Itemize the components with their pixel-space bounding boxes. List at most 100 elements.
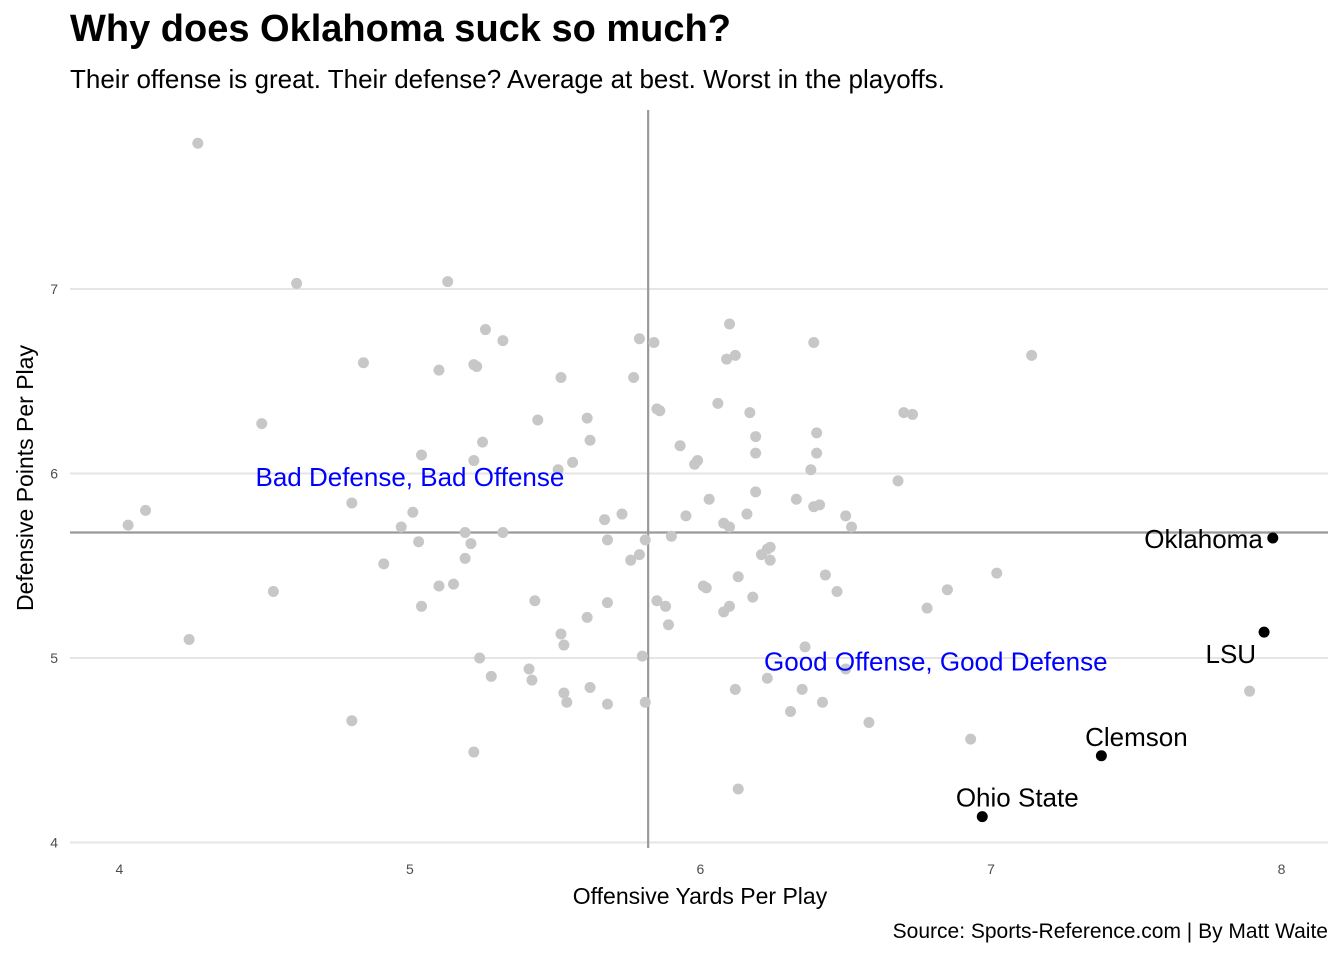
- data-point: [840, 510, 852, 522]
- data-point: [567, 456, 579, 468]
- data-point: [395, 521, 407, 533]
- data-point: [790, 493, 802, 505]
- data-point: [636, 650, 648, 662]
- data-point: [729, 349, 741, 361]
- x-axis-title: Offensive Yards Per Play: [573, 883, 828, 909]
- data-point: [639, 534, 651, 546]
- data-point: [413, 536, 425, 548]
- x-tick-label: 5: [406, 861, 414, 877]
- data-point: [819, 569, 831, 581]
- data-point: [523, 663, 535, 675]
- data-point: [721, 353, 733, 365]
- data-point: [811, 427, 823, 439]
- data-point: [616, 508, 628, 520]
- team-label-clemson: Clemson: [1085, 722, 1188, 752]
- y-tick-label: 5: [50, 650, 58, 666]
- data-point: [529, 595, 541, 607]
- data-point: [761, 672, 773, 684]
- data-point: [639, 696, 651, 708]
- data-point: [724, 318, 736, 330]
- data-point: [555, 372, 567, 384]
- data-point: [433, 580, 445, 592]
- data-point: [892, 475, 904, 487]
- data-point: [581, 611, 593, 623]
- data-point: [654, 405, 666, 417]
- data-point: [808, 336, 820, 348]
- data-point: [291, 277, 303, 289]
- data-point: [712, 397, 724, 409]
- highlight-point-lsu: [1258, 626, 1270, 638]
- data-point: [433, 364, 445, 376]
- data-point: [799, 641, 811, 653]
- data-point: [680, 510, 692, 522]
- mean-reference-lines: [70, 110, 1328, 848]
- data-point: [741, 508, 753, 520]
- data-point: [732, 783, 744, 795]
- data-point: [732, 571, 744, 583]
- chart-caption: Source: Sports-Reference.com | By Matt W…: [892, 920, 1328, 943]
- data-points: [122, 137, 1256, 795]
- data-point: [831, 586, 843, 598]
- data-point: [907, 408, 919, 420]
- data-point: [471, 360, 483, 372]
- data-point: [459, 527, 471, 539]
- data-point: [474, 652, 486, 664]
- data-point: [811, 447, 823, 459]
- data-point: [497, 335, 509, 347]
- x-tick-label: 4: [115, 861, 123, 877]
- chart-title: Why does Oklahoma suck so much?: [70, 8, 731, 50]
- data-point: [357, 357, 369, 369]
- data-point: [581, 412, 593, 424]
- data-point: [921, 602, 933, 614]
- y-tick-label: 7: [50, 281, 58, 297]
- data-point: [724, 521, 736, 533]
- x-tick-label: 8: [1278, 861, 1286, 877]
- data-point: [267, 586, 279, 598]
- data-point: [477, 436, 489, 448]
- data-point: [662, 619, 674, 631]
- data-point: [532, 414, 544, 426]
- data-point: [814, 499, 826, 511]
- data-point: [407, 506, 419, 518]
- data-point: [692, 455, 704, 467]
- highlight-point-ohio-state: [976, 811, 988, 823]
- x-tick-label: 6: [697, 861, 705, 877]
- quadrant-annotations: Bad Defense, Bad Offense Good Offense, G…: [255, 462, 1107, 677]
- data-point: [497, 527, 509, 539]
- data-point: [442, 276, 454, 288]
- data-point: [805, 464, 817, 476]
- data-point: [700, 582, 712, 594]
- data-point: [1026, 349, 1038, 361]
- team-label-lsu: LSU: [1206, 639, 1257, 669]
- team-label-oklahoma: Oklahoma: [1144, 524, 1263, 554]
- data-point: [796, 683, 808, 695]
- grid-lines: [70, 287, 1328, 844]
- data-point: [468, 455, 480, 467]
- data-point: [192, 137, 204, 149]
- data-point: [584, 681, 596, 693]
- data-point: [750, 447, 762, 459]
- data-point: [628, 372, 640, 384]
- data-point: [485, 670, 497, 682]
- x-tick-label: 7: [987, 861, 995, 877]
- y-tick-label: 6: [50, 465, 58, 481]
- data-point: [468, 746, 480, 758]
- data-point: [416, 600, 428, 612]
- data-point: [256, 418, 268, 430]
- data-point: [558, 687, 570, 699]
- data-point: [465, 538, 477, 550]
- data-point: [633, 333, 645, 345]
- highlighted-teams: Oklahoma LSU Clemson Ohio State: [956, 524, 1279, 823]
- data-point: [633, 549, 645, 561]
- data-point: [991, 567, 1003, 579]
- data-point: [1244, 685, 1256, 697]
- annotation-bad-defense-bad-offense: Bad Defense, Bad Offense: [255, 462, 564, 492]
- data-point: [479, 324, 491, 336]
- data-point: [346, 497, 358, 509]
- data-point: [601, 534, 613, 546]
- data-point: [378, 558, 390, 570]
- data-point: [750, 431, 762, 443]
- data-point: [651, 595, 663, 607]
- data-point: [459, 552, 471, 564]
- data-point: [846, 521, 858, 533]
